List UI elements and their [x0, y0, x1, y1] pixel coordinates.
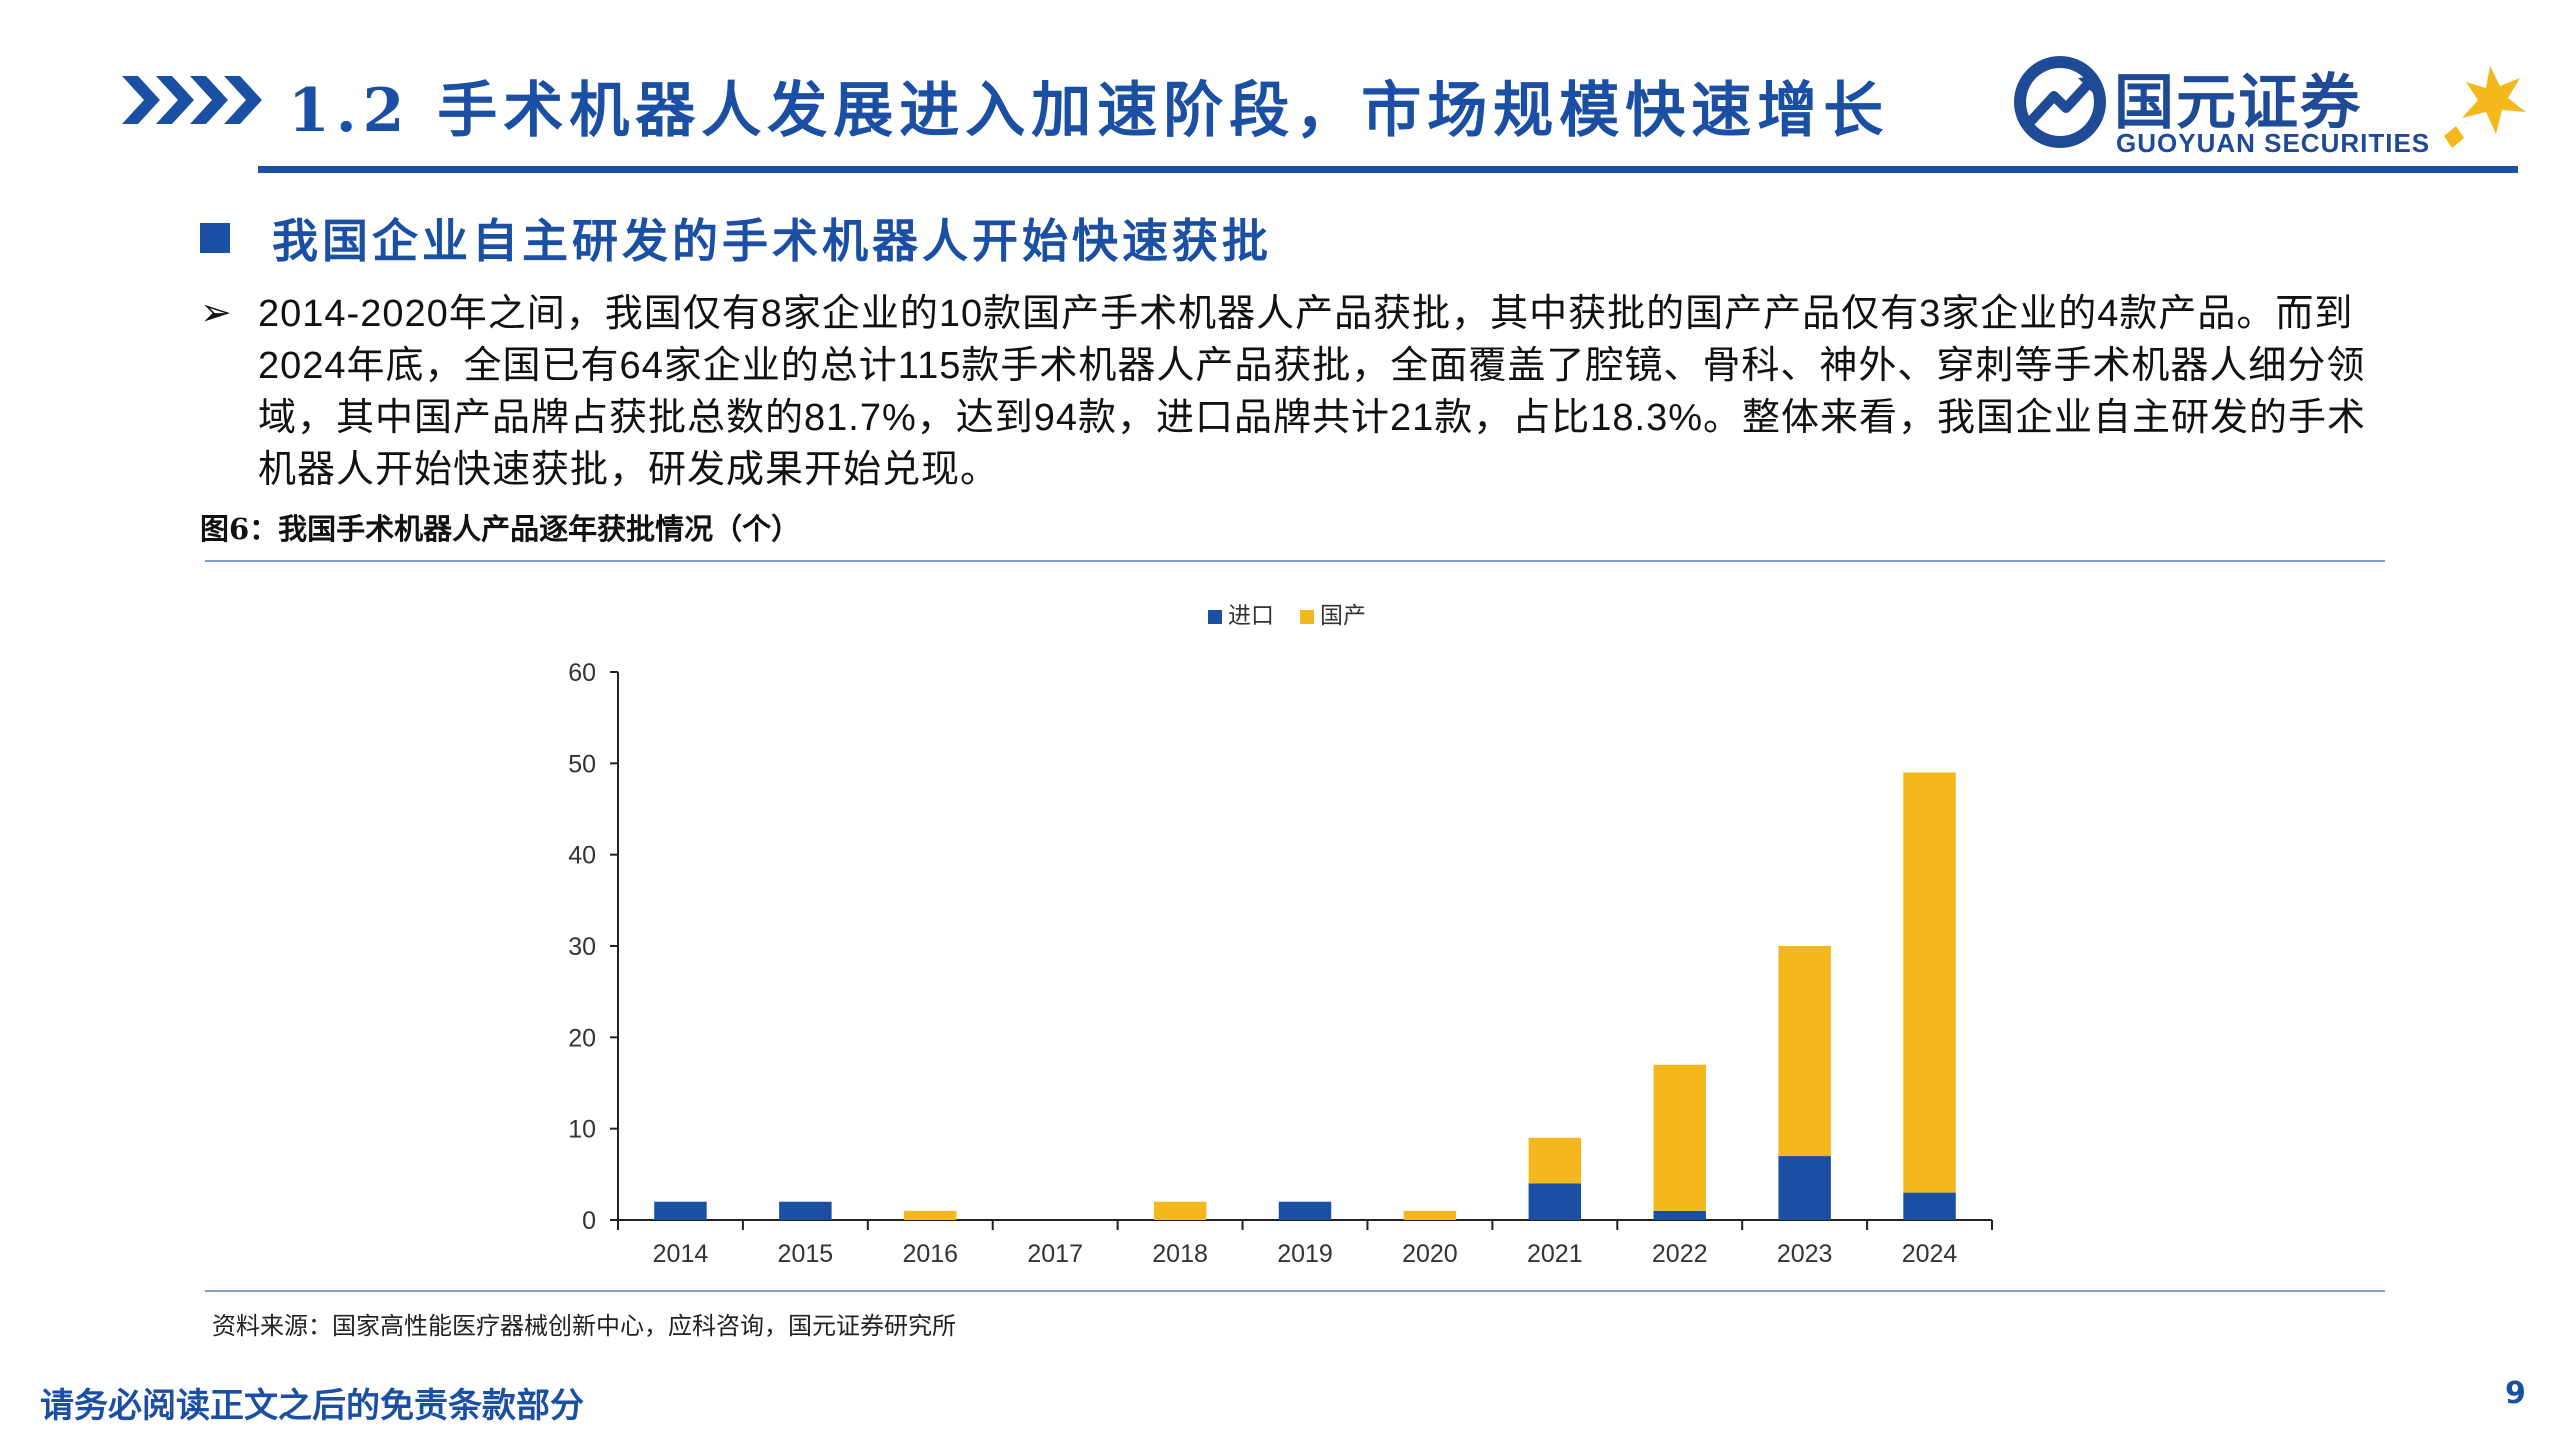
figure-source: 资料来源：国家高性能医疗器械创新中心，应科咨询，国元证券研究所 — [212, 1312, 956, 1340]
y-tick-label: 10 — [568, 1116, 596, 1144]
bar-segment — [904, 1210, 957, 1220]
bar-segment — [1903, 772, 1956, 1193]
x-tick-label: 2015 — [778, 1240, 834, 1268]
bar-segment — [1403, 1210, 1457, 1220]
x-tick-label: 2020 — [1402, 1240, 1458, 1268]
y-tick-label: 50 — [568, 750, 596, 778]
x-tick-label: 2018 — [1152, 1240, 1208, 1268]
bar-segment — [654, 1201, 707, 1220]
figure-bottom-rule — [205, 1290, 2385, 1292]
y-tick-label: 20 — [568, 1024, 596, 1052]
y-tick-label: 40 — [568, 842, 596, 870]
x-tick-label: 2023 — [1777, 1240, 1833, 1268]
logo-emblem-icon — [2014, 56, 2106, 148]
bar-segment — [1153, 1201, 1207, 1220]
legend-label: 进口 — [1228, 602, 1274, 628]
arrow-bullet-icon: ➢ — [200, 290, 232, 334]
bar-segment — [1778, 946, 1831, 1157]
bar-segment — [1653, 1064, 1706, 1211]
bar-segment — [1528, 1183, 1582, 1220]
x-tick-label: 2016 — [902, 1240, 958, 1268]
body-bullet: ➢ 2014-2020年之间，我国仅有8家企业的10款国产手术机器人产品获批，其… — [200, 288, 2380, 496]
bar-segment — [779, 1201, 832, 1220]
bar-segment — [1903, 1192, 1956, 1220]
legend-swatch — [1300, 610, 1314, 624]
page-number: 9 — [2505, 1376, 2526, 1411]
body-paragraph: 2014-2020年之间，我国仅有8家企业的10款国产手术机器人产品获批，其中获… — [258, 293, 2367, 491]
approval-bar-chart: 进口 国产 0 10 20 30 40 50 60 2014 2015 2016 2017 2018 20… — [568, 602, 1993, 1268]
chart-axes: 0 10 20 30 40 50 60 2014 2015 2016 2017 2018 2019 202… — [568, 659, 1993, 1268]
x-tick-label: 2022 — [1652, 1240, 1708, 1268]
x-tick-label: 2024 — [1902, 1240, 1958, 1268]
x-tick-label: 2021 — [1527, 1240, 1583, 1268]
logo-chinese-name: 国元证券 — [2114, 68, 2362, 138]
figure-caption: 图6：我国手术机器人产品逐年获批情况（个） — [200, 512, 801, 546]
company-logo: 国元证券 GUOYUAN SECURITIES — [2010, 52, 2530, 162]
bar-segment — [1528, 1137, 1582, 1184]
bar-segment — [1653, 1210, 1706, 1220]
figure-top-rule — [205, 560, 2385, 562]
legend-swatch — [1208, 610, 1222, 624]
title-divider — [258, 166, 2518, 173]
bar-segment — [1278, 1201, 1332, 1220]
logo-english-name: GUOYUAN SECURITIES — [2116, 128, 2431, 158]
x-tick-label: 2019 — [1277, 1240, 1333, 1268]
chevron-arrows-icon — [122, 76, 262, 124]
chart-legend: 进口 国产 — [1208, 602, 1366, 628]
page-title: 1.2 手术机器人发展进入加速阶段，市场规模快速增长 — [288, 76, 1890, 146]
section-heading: 我国企业自主研发的手术机器人开始快速获批 — [200, 208, 1272, 268]
square-bullet-icon — [200, 223, 230, 253]
x-tick-label: 2014 — [653, 1240, 709, 1268]
chart-bars — [654, 772, 1956, 1220]
bar-segment — [1778, 1156, 1831, 1220]
logo-sparkle-icon — [2444, 66, 2526, 148]
legend-label: 国产 — [1320, 602, 1366, 628]
disclaimer-link[interactable]: 请务必阅读正文之后的免责条款部分 — [40, 1386, 584, 1426]
y-tick-label: 60 — [568, 659, 596, 687]
y-tick-label: 0 — [582, 1207, 596, 1235]
x-tick-label: 2017 — [1027, 1240, 1083, 1268]
y-tick-label: 30 — [568, 933, 596, 961]
section-heading-text: 我国企业自主研发的手术机器人开始快速获批 — [272, 214, 1272, 268]
